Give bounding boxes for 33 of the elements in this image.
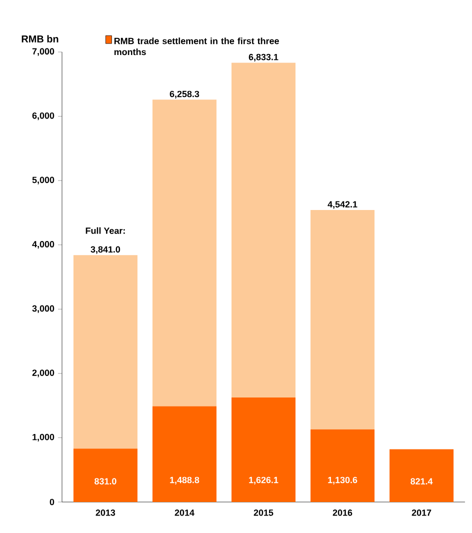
bar [310,210,375,430]
bar [232,397,296,502]
y-tick-label: 1,000 [32,434,54,442]
total-label: 6,833.1 [248,54,278,62]
data-label: 1,488.8 [170,476,200,484]
total-label: 6,258.3 [170,90,200,98]
bar [390,449,454,502]
bar [310,429,375,502]
y-tick-label: 5,000 [32,176,54,184]
bar [232,62,296,398]
bar [73,448,138,502]
y-tick-label: 0 [50,498,54,506]
total-label: 4,542.1 [328,201,358,209]
bar [152,100,216,406]
annotation: Full Year: [86,227,125,234]
y-tick-label: 7,000 [32,48,54,56]
bar [73,255,138,449]
data-label: 831.0 [94,478,116,484]
data-label: 821.4 [410,478,433,484]
x-tick-label: 2016 [332,510,352,516]
y-tick-label: 4,000 [32,241,54,249]
x-tick-label: 2017 [412,510,432,516]
y-axis-title: RMB bn [22,35,58,42]
x-tick-label: 2014 [174,510,194,516]
data-label: 1,130.6 [328,476,358,484]
y-tick-label: 3,000 [32,305,54,313]
x-tick-label: 2015 [254,510,274,516]
bar [152,406,216,502]
total-label: 3,841.0 [90,246,120,254]
y-tick-label: 6,000 [32,112,54,120]
x-tick-label: 2013 [96,510,116,516]
data-label: 1,626.1 [249,476,278,484]
y-tick-label: 2,000 [32,370,54,378]
